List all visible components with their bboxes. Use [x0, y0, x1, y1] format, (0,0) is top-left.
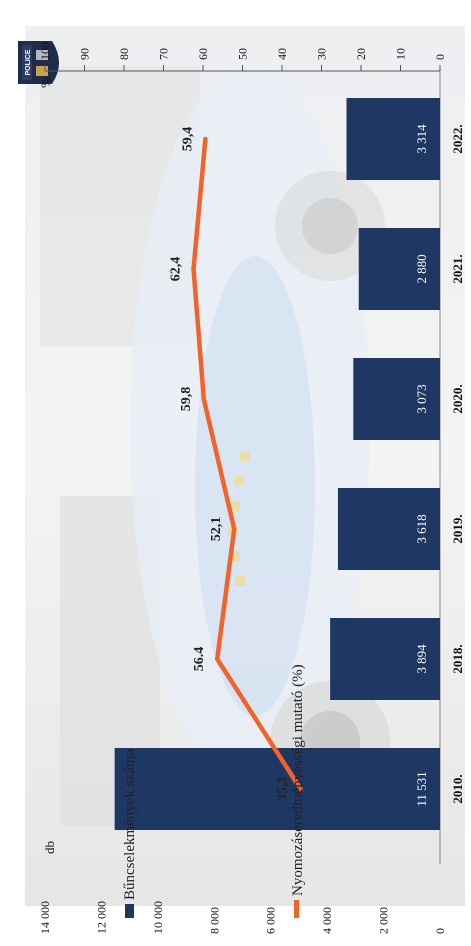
left-tick-label: 4 000	[320, 907, 334, 934]
bar-value-label: 3 314	[414, 124, 429, 154]
right-axis-unit: %	[38, 77, 53, 88]
bar-value-label: 2 880	[414, 254, 429, 283]
right-tick-label: 30	[315, 48, 329, 60]
legend-label-bars: Bűncselekmények száma	[122, 748, 138, 900]
legend-swatch-line	[294, 900, 299, 918]
legend-label-line: Nyomozáseredményességi mutató (%)	[290, 664, 306, 896]
logo-text: POLICE	[25, 49, 32, 75]
line-value-label: 35,3	[276, 777, 291, 802]
right-tick-label: 60	[196, 48, 210, 60]
left-tick-label: 2 000	[377, 907, 391, 934]
right-tick-label: 70	[157, 48, 171, 60]
legend-swatch-bars	[125, 904, 134, 918]
line-series: 35,3 56.4 52,1 59,8 62,4 59,4	[169, 127, 303, 802]
line-value-label: 62,4	[169, 257, 184, 282]
category-label: 2021.	[450, 254, 465, 283]
bar	[337, 488, 440, 570]
bar	[346, 98, 441, 180]
left-tick-label: 8 000	[207, 907, 221, 934]
line-value-label: 59,4	[180, 127, 195, 152]
right-tick-label: 0	[433, 54, 447, 60]
left-tick-label: 14 000	[38, 901, 52, 934]
bar-value-label: 3 073	[414, 384, 429, 413]
left-axis-unit: db	[42, 841, 57, 854]
left-tick-label: 12 000	[94, 901, 108, 934]
category-label: 2020.	[450, 384, 465, 413]
category-label: 2010.	[450, 774, 465, 803]
right-tick-label: 100	[38, 42, 52, 60]
right-tick-label: 50	[236, 48, 250, 60]
category-label: 2018.	[450, 644, 465, 673]
right-tick-label: 90	[78, 48, 92, 60]
line-value-label: 59,8	[179, 387, 194, 412]
police-badge-icon: POLICE	[18, 41, 59, 84]
bar	[330, 618, 441, 700]
right-tick-label: 80	[117, 48, 131, 60]
left-tick-label: 6 000	[264, 907, 278, 934]
line-value-label: 56.4	[192, 647, 207, 672]
bar-value-label: 11 531	[414, 771, 429, 806]
right-tick-label: 40	[275, 48, 289, 60]
legend: Bűncselekmények száma Nyomozáseredményes…	[122, 664, 306, 918]
line-value-label: 52,1	[209, 517, 224, 542]
bar	[358, 228, 440, 310]
right-tick-label: 20	[354, 48, 368, 60]
right-axis: 0 10 20 30 40 50 60 70 80 90 100	[38, 42, 447, 71]
bar-value-label: 3 894	[414, 644, 429, 674]
left-axis: 0 2 000 4 000 6 000 8 000 10 000 12 000 14 000	[38, 901, 447, 934]
left-tick-label: 10 000	[151, 901, 165, 934]
category-label: 2022.	[450, 124, 465, 153]
left-tick-label: 0	[433, 928, 447, 934]
bar-series: 11 531 3 894 3 618 3 073 2 880 3 314	[114, 98, 441, 830]
bar	[114, 748, 440, 830]
series-line	[191, 136, 303, 792]
bar	[353, 358, 440, 440]
category-label: 2019.	[450, 514, 465, 543]
category-labels: 2010. 2018. 2019. 2020. 2021. 2022.	[450, 124, 465, 803]
bar-value-label: 3 618	[414, 514, 429, 543]
right-tick-label: 10	[394, 48, 408, 60]
